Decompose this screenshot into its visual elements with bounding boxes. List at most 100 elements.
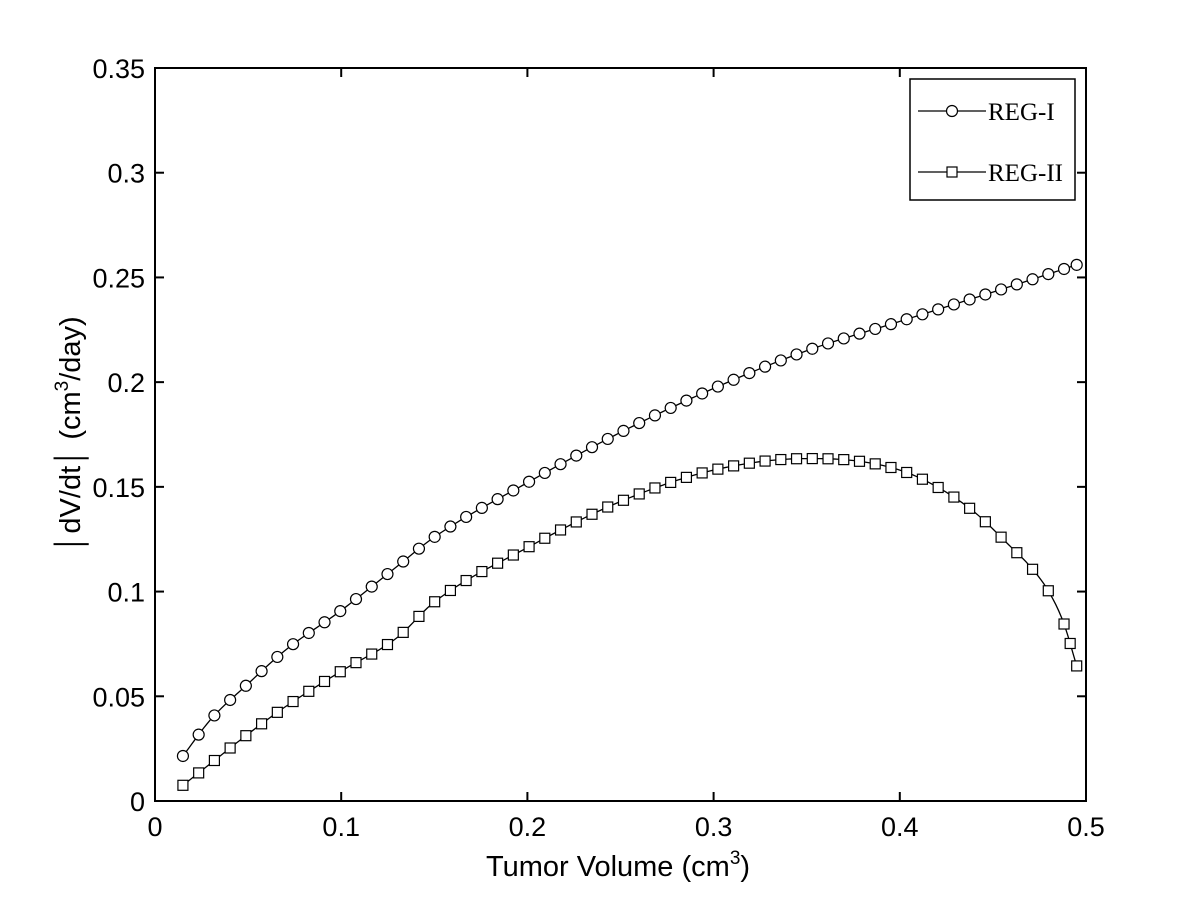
- point-reg-ii: [1058, 618, 1070, 630]
- point-reg-ii: [885, 461, 897, 474]
- point-reg-i: [507, 484, 520, 497]
- point-reg-i: [255, 665, 268, 678]
- point-reg-i: [412, 542, 426, 555]
- point-reg-i: [979, 288, 992, 301]
- point-reg-ii: [177, 779, 189, 791]
- point-reg-ii: [208, 754, 220, 767]
- point-reg-ii: [964, 502, 976, 514]
- point-reg-i: [538, 466, 551, 480]
- point-reg-ii: [523, 541, 535, 553]
- point-reg-i: [334, 605, 347, 618]
- point-reg-i: [1042, 268, 1055, 281]
- point-reg-i: [1070, 258, 1083, 271]
- point-reg-ii: [271, 706, 283, 718]
- point-reg-i: [774, 354, 787, 367]
- point-reg-ii: [696, 467, 708, 479]
- point-reg-i: [821, 337, 835, 350]
- point-reg-ii: [602, 501, 614, 513]
- y-tick-label: 0.25: [92, 263, 145, 293]
- y-tick-label: 0.3: [107, 159, 145, 189]
- point-reg-ii: [413, 610, 425, 623]
- point-reg-ii: [350, 657, 362, 669]
- point-reg-i: [302, 626, 315, 640]
- point-reg-ii: [554, 524, 567, 536]
- point-reg-i: [743, 367, 756, 380]
- point-reg-i: [475, 501, 488, 514]
- x-tick-label: 0.5: [1067, 812, 1105, 842]
- point-reg-ii: [476, 565, 488, 578]
- point-reg-ii: [759, 455, 771, 467]
- point-reg-ii: [193, 767, 205, 779]
- point-reg-ii: [460, 574, 472, 587]
- point-reg-i: [224, 693, 237, 707]
- point-reg-i: [837, 332, 850, 345]
- point-reg-i: [994, 283, 1008, 296]
- point-reg-ii: [649, 482, 661, 494]
- point-reg-i: [271, 650, 284, 664]
- x-tick-label: 0.4: [881, 812, 919, 842]
- point-reg-i: [947, 298, 960, 311]
- point-reg-i: [696, 387, 709, 400]
- point-reg-ii: [853, 455, 866, 467]
- y-tick-label: 0.2: [107, 368, 145, 398]
- series-layer: [176, 258, 1083, 791]
- point-reg-i: [884, 318, 898, 331]
- point-reg-ii: [429, 596, 441, 608]
- point-reg-ii: [1011, 547, 1023, 559]
- point-reg-ii: [806, 452, 818, 465]
- point-reg-i: [963, 293, 976, 306]
- y-tick-label: 0.1: [107, 578, 145, 608]
- point-reg-i: [397, 555, 410, 568]
- point-reg-i: [680, 394, 693, 407]
- point-reg-ii: [507, 549, 519, 561]
- point-reg-ii: [822, 453, 834, 465]
- point-reg-i: [208, 709, 221, 722]
- legend: REG-I REG-II: [909, 78, 1076, 201]
- point-reg-i: [585, 441, 599, 454]
- point-reg-ii: [318, 675, 331, 688]
- point-reg-ii: [743, 457, 755, 469]
- point-reg-i: [633, 416, 646, 430]
- point-reg-ii: [492, 557, 504, 569]
- point-reg-ii: [838, 454, 850, 466]
- legend-marker-reg-i: [945, 104, 959, 118]
- point-reg-ii: [617, 494, 630, 506]
- point-reg-i: [522, 475, 536, 488]
- point-reg-i: [758, 360, 772, 373]
- point-reg-i: [460, 510, 473, 524]
- point-reg-i: [491, 493, 504, 506]
- point-reg-i: [192, 728, 205, 741]
- legend-label-reg-ii: REG-II: [988, 160, 1063, 187]
- point-reg-i: [349, 592, 363, 606]
- point-reg-i: [365, 580, 378, 593]
- point-reg-ii: [397, 626, 409, 638]
- point-reg-ii: [712, 463, 724, 475]
- point-reg-ii: [790, 453, 803, 465]
- y-tick-label: 0.35: [92, 54, 145, 84]
- point-reg-i: [790, 348, 803, 361]
- point-reg-i: [286, 638, 300, 651]
- point-reg-i: [444, 520, 457, 533]
- y-tick-label: 0.05: [92, 682, 145, 712]
- point-reg-ii: [916, 473, 929, 485]
- point-reg-ii: [334, 666, 346, 678]
- point-reg-i: [853, 327, 866, 340]
- point-reg-ii: [680, 471, 693, 483]
- legend-label-reg-i: REG-I: [988, 99, 1055, 126]
- point-reg-i: [1010, 278, 1023, 291]
- x-tick-label: 0.2: [509, 812, 547, 842]
- point-reg-ii: [381, 638, 394, 651]
- legend-box: [909, 78, 1076, 201]
- point-reg-i: [932, 303, 945, 316]
- point-reg-i: [1026, 273, 1039, 286]
- y-tick-label: 0.15: [92, 473, 145, 503]
- x-tick-label: 0: [147, 812, 162, 842]
- point-reg-ii: [539, 532, 551, 544]
- point-reg-i: [869, 322, 882, 336]
- x-tick-label: 0.1: [322, 812, 360, 842]
- point-reg-ii: [728, 460, 740, 472]
- point-reg-i: [239, 679, 252, 692]
- point-reg-ii: [775, 453, 787, 466]
- point-reg-i: [900, 313, 913, 326]
